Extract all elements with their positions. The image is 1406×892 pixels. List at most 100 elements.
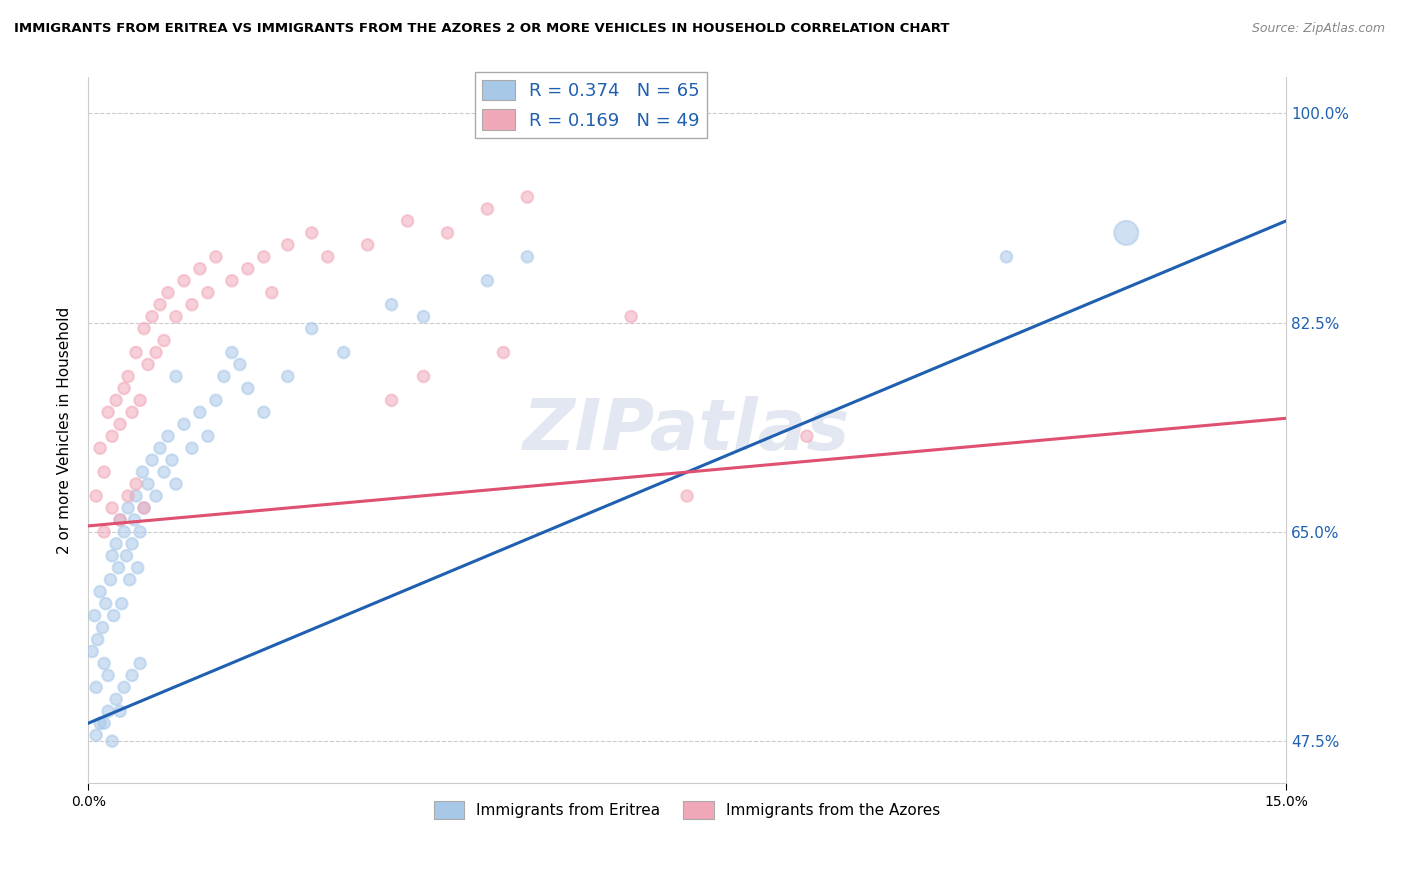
- Text: Source: ZipAtlas.com: Source: ZipAtlas.com: [1251, 22, 1385, 36]
- Point: [97, 405, 120, 419]
- Point: [149, 298, 172, 312]
- Point: [101, 734, 124, 748]
- Point: [121, 668, 143, 682]
- Point: [412, 369, 434, 384]
- Point: [197, 285, 219, 300]
- Point: [112, 524, 135, 539]
- Point: [153, 334, 176, 348]
- Point: [620, 310, 643, 324]
- Point: [477, 274, 499, 288]
- Point: [84, 728, 107, 742]
- Point: [477, 202, 499, 216]
- Point: [93, 657, 115, 671]
- Point: [112, 681, 135, 695]
- Point: [165, 477, 187, 491]
- Point: [97, 668, 120, 682]
- Point: [105, 537, 128, 551]
- Point: [205, 250, 228, 264]
- Point: [160, 453, 183, 467]
- Point: [111, 597, 134, 611]
- Point: [117, 489, 139, 503]
- Y-axis label: 2 or more Vehicles in Household: 2 or more Vehicles in Household: [58, 307, 72, 554]
- Point: [332, 345, 354, 359]
- Point: [132, 321, 155, 335]
- Point: [131, 465, 153, 479]
- Point: [165, 310, 187, 324]
- Point: [260, 285, 283, 300]
- Point: [84, 681, 107, 695]
- Point: [94, 597, 117, 611]
- Point: [101, 429, 124, 443]
- Point: [97, 704, 120, 718]
- Point: [125, 345, 148, 359]
- Point: [145, 489, 167, 503]
- Point: [181, 298, 204, 312]
- Point: [89, 716, 111, 731]
- Point: [93, 716, 115, 731]
- Point: [124, 513, 146, 527]
- Point: [129, 524, 152, 539]
- Point: [492, 345, 515, 359]
- Point: [277, 369, 299, 384]
- Point: [205, 393, 228, 408]
- Point: [117, 500, 139, 515]
- Point: [181, 441, 204, 455]
- Point: [129, 657, 152, 671]
- Point: [132, 500, 155, 515]
- Point: [118, 573, 141, 587]
- Point: [87, 632, 110, 647]
- Point: [149, 441, 172, 455]
- Point: [83, 608, 105, 623]
- Point: [1115, 226, 1137, 240]
- Point: [100, 573, 122, 587]
- Point: [145, 345, 167, 359]
- Point: [91, 621, 114, 635]
- Point: [153, 465, 176, 479]
- Text: IMMIGRANTS FROM ERITREA VS IMMIGRANTS FROM THE AZORES 2 OR MORE VEHICLES IN HOUS: IMMIGRANTS FROM ERITREA VS IMMIGRANTS FR…: [14, 22, 949, 36]
- Point: [105, 692, 128, 706]
- Point: [89, 584, 111, 599]
- Point: [236, 261, 259, 276]
- Point: [89, 441, 111, 455]
- Point: [101, 549, 124, 563]
- Point: [93, 465, 115, 479]
- Point: [127, 561, 149, 575]
- Point: [796, 429, 818, 443]
- Point: [253, 250, 276, 264]
- Point: [165, 369, 187, 384]
- Point: [136, 358, 159, 372]
- Point: [381, 298, 404, 312]
- Point: [129, 393, 152, 408]
- Point: [316, 250, 339, 264]
- Point: [115, 549, 138, 563]
- Point: [136, 477, 159, 491]
- Point: [125, 489, 148, 503]
- Point: [101, 500, 124, 515]
- Point: [132, 500, 155, 515]
- Point: [381, 393, 404, 408]
- Point: [108, 513, 131, 527]
- Point: [229, 358, 252, 372]
- Point: [221, 274, 243, 288]
- Point: [156, 285, 179, 300]
- Point: [301, 321, 323, 335]
- Point: [188, 405, 211, 419]
- Point: [105, 393, 128, 408]
- Point: [156, 429, 179, 443]
- Point: [84, 489, 107, 503]
- Point: [82, 644, 104, 658]
- Point: [356, 238, 378, 252]
- Point: [188, 261, 211, 276]
- Point: [141, 453, 163, 467]
- Legend: Immigrants from Eritrea, Immigrants from the Azores: Immigrants from Eritrea, Immigrants from…: [427, 795, 946, 825]
- Point: [107, 561, 129, 575]
- Point: [412, 310, 434, 324]
- Point: [516, 190, 538, 204]
- Point: [108, 513, 131, 527]
- Point: [121, 537, 143, 551]
- Point: [103, 608, 125, 623]
- Point: [516, 250, 538, 264]
- Point: [676, 489, 699, 503]
- Point: [253, 405, 276, 419]
- Point: [995, 250, 1018, 264]
